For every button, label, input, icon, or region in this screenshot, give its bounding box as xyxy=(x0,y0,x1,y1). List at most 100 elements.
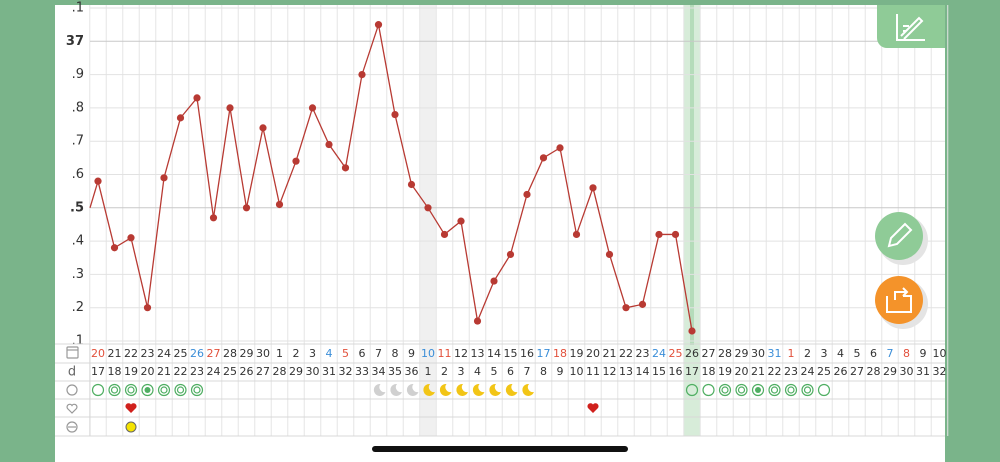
y-tick-label: 37 xyxy=(66,34,84,49)
date-label: 29 xyxy=(735,347,749,360)
cycle-day-label: 31 xyxy=(916,365,930,378)
cycle-day-label: 14 xyxy=(636,365,650,378)
cycle-day-label: 16 xyxy=(669,365,683,378)
edit-button[interactable] xyxy=(875,212,928,265)
moon-icon xyxy=(439,383,452,396)
date-label: 14 xyxy=(487,347,501,360)
cycle-day-label: 20 xyxy=(735,365,749,378)
cycle-day-label: 22 xyxy=(174,365,188,378)
fertile-icon xyxy=(685,383,699,397)
panel xyxy=(55,5,945,462)
date-label: 22 xyxy=(124,347,138,360)
top-strip xyxy=(55,0,945,5)
cycle-day-label: 12 xyxy=(603,365,617,378)
cycle-day-label: 26 xyxy=(240,365,254,378)
fertile-icon xyxy=(157,383,171,397)
date-label: 28 xyxy=(718,347,732,360)
date-label: 31 xyxy=(768,347,782,360)
temperature-point xyxy=(110,244,119,252)
cycle-day-label: 30 xyxy=(306,365,320,378)
temperature-point xyxy=(143,304,152,312)
date-label: 8 xyxy=(903,347,910,360)
y-tick-label: .7 xyxy=(72,134,84,149)
fertile-icon xyxy=(127,386,135,394)
fertile-icon xyxy=(801,383,814,397)
temperature-point xyxy=(539,154,548,162)
cycle-day-label: 13 xyxy=(619,365,633,378)
cycle-day-label: 19 xyxy=(718,365,732,378)
y-tick-label: .5 xyxy=(70,200,84,215)
cycle-day-label: 32 xyxy=(933,365,947,378)
date-label: 16 xyxy=(520,347,534,360)
date-label: 21 xyxy=(108,347,122,360)
cycle-day-label: 20 xyxy=(141,365,155,378)
cycle-day-label: 27 xyxy=(256,365,270,378)
temperature-point xyxy=(589,184,597,192)
cycle-day-label: 3 xyxy=(458,365,465,378)
temperature-point xyxy=(209,214,218,222)
temperature-point xyxy=(94,177,102,185)
date-label: 28 xyxy=(223,347,237,360)
date-label: 6 xyxy=(870,347,877,360)
fertile-icon xyxy=(755,387,761,393)
temperature-point xyxy=(325,140,333,149)
cycle-day-label: 31 xyxy=(322,365,336,378)
date-label: 10 xyxy=(933,347,947,360)
chart-button-icon xyxy=(896,14,925,41)
temperature-point xyxy=(457,217,465,225)
fertile-icon xyxy=(768,383,781,397)
moon-icon xyxy=(505,383,518,396)
fertile-icon xyxy=(735,383,748,397)
fertile-icon xyxy=(160,386,168,394)
cycle-day-label: 32 xyxy=(339,365,353,378)
date-label: 20 xyxy=(586,347,600,360)
date-label: 30 xyxy=(256,347,270,360)
cycle-day-label: 28 xyxy=(867,365,881,378)
date-label: 9 xyxy=(920,347,927,360)
y-tick-label: .4 xyxy=(72,234,84,249)
date-label: 15 xyxy=(504,347,518,360)
temperature-point xyxy=(374,21,383,29)
y-tick-label: .6 xyxy=(72,167,84,182)
cycle-day-label: 25 xyxy=(223,365,237,378)
temperature-point xyxy=(556,144,564,152)
date-label: 22 xyxy=(619,347,633,360)
temperature-point xyxy=(655,230,663,239)
cycle-day-label: 34 xyxy=(372,365,386,378)
edit-button-bg[interactable] xyxy=(875,212,923,260)
share-button[interactable] xyxy=(875,276,928,329)
cycle-day-label: 25 xyxy=(817,365,831,378)
heart xyxy=(125,403,137,413)
cycle-day-label: 8 xyxy=(540,365,547,378)
cycle-day-label: 18 xyxy=(702,365,716,378)
cycle-day-label: 5 xyxy=(491,365,498,378)
moon-icon xyxy=(390,383,402,396)
cycle-day-label: 23 xyxy=(190,365,204,378)
temperature-point xyxy=(275,200,284,209)
cycle-day-label: 10 xyxy=(570,365,584,378)
date-label: 25 xyxy=(669,347,683,360)
cycle-day-label: 29 xyxy=(289,365,303,378)
date-label: 25 xyxy=(174,347,188,360)
temperature-point xyxy=(259,124,267,132)
cycle-day-label: 11 xyxy=(586,365,600,378)
chart-button[interactable] xyxy=(877,5,945,48)
moon-icon xyxy=(489,383,501,396)
share-button-bg[interactable] xyxy=(875,276,923,324)
fertile-icon xyxy=(702,383,715,397)
cycle-day-label: 36 xyxy=(405,365,419,378)
y-tick-label: .1 xyxy=(72,1,84,16)
fertile-icon xyxy=(141,383,154,397)
moon-icon xyxy=(373,383,386,396)
test-dot xyxy=(125,421,137,433)
cycle-day-label: 15 xyxy=(652,365,666,378)
test-icon xyxy=(66,421,78,433)
temperature-point xyxy=(341,164,350,172)
date-label: 26 xyxy=(190,347,204,360)
date-label: 11 xyxy=(438,347,452,360)
date-label: 3 xyxy=(821,347,828,360)
cycle-day-label: 28 xyxy=(273,365,287,378)
temperature-point xyxy=(424,204,432,212)
fertile-icon xyxy=(193,386,201,394)
date-label: 7 xyxy=(887,347,894,360)
